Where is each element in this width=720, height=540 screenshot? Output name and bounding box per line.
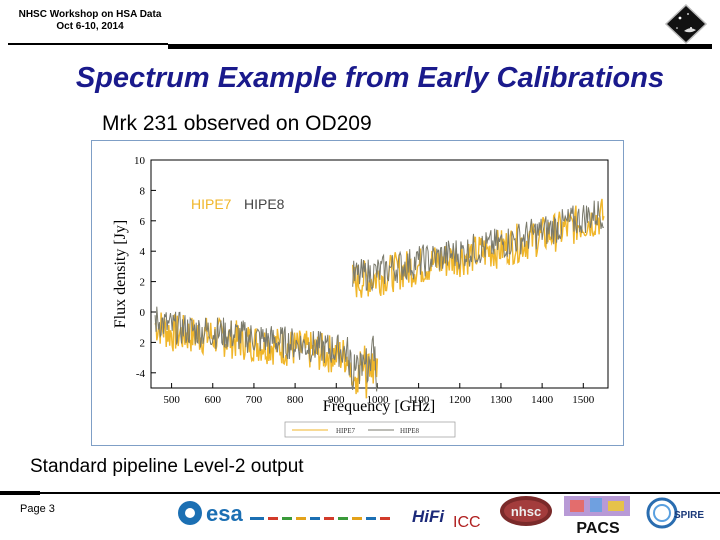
series-hipe8-line [352,200,604,292]
y-tick-label: 0 [140,307,146,319]
svg-text:esa: esa [206,501,243,526]
y-tick-label: 8 [140,185,146,197]
footer-rule [0,492,720,494]
x-tick-label: 500 [163,394,180,406]
svg-text:ICC: ICC [453,514,481,531]
page-number: Page 3 [20,503,55,515]
svg-text:nhsc: nhsc [511,504,541,519]
x-tick-label: 1100 [408,394,430,406]
nhsc-logo-icon: nhsc [500,496,552,526]
x-tick-label: 1300 [490,394,513,406]
herschel-badge-icon [664,4,708,44]
y-tick-label: 2 [140,337,146,349]
spectrum-chart: 10 8 6 4 2 0 2 -4 500 600 700 800 900 1000 1100 1200 13… [112,155,609,438]
slide-title: Spectrum Example from Early Calibrations [75,62,665,94]
legend-label-hipe7: HIPE7 [336,427,356,435]
header-rule [168,44,712,49]
footer-rule-accent [0,491,40,495]
y-tick-label: 4 [140,246,146,258]
y-tick-label: 6 [140,216,146,228]
x-tick-label: 1500 [572,394,595,406]
x-tick-label: 800 [287,394,304,406]
x-tick-label: 1200 [449,394,472,406]
x-tick-label: 700 [246,394,263,406]
x-axis-label: Frequency [GHz] [323,398,435,415]
y-tick-label: 2 [140,277,146,289]
y-tick-label: -4 [136,368,146,380]
hifi-icc-logo-icon: HiFi ICC [410,502,481,531]
workshop-title: NHSC Workshop on HSA Data [18,9,162,20]
series-hipe8-line [154,306,378,392]
esa-logo-icon: esa [178,501,390,526]
legend-inset-hipe7: HIPE7 [191,196,232,212]
slide-caption: Standard pipeline Level-2 output [30,456,304,477]
x-tick-label: 1000 [366,394,389,406]
x-tick-label: 900 [328,394,345,406]
spire-logo-icon: SPIRE [646,497,704,529]
y-axis-label: Flux density [Jy] [112,220,129,328]
workshop-dates: Oct 6-10, 2014 [56,21,124,32]
spectrum-figure: 10 8 6 4 2 0 2 -4 500 600 700 800 900 1000 1100 1200 13… [91,140,624,446]
pacs-logo-icon: PACS [564,496,630,536]
legend-label-hipe8: HIPE8 [400,427,420,435]
x-tick-label: 600 [205,394,222,406]
y-tick-label: 10 [134,155,146,167]
svg-text:PACS: PACS [576,520,620,536]
svg-text:SPIRE: SPIRE [674,510,704,521]
header-rule-short [8,43,168,45]
svg-text:HiFi: HiFi [412,507,445,526]
slide-subtitle: Mrk 231 observed on OD209 [102,112,372,135]
legend-inset-hipe8: HIPE8 [244,196,285,212]
x-tick-label: 1400 [531,394,554,406]
